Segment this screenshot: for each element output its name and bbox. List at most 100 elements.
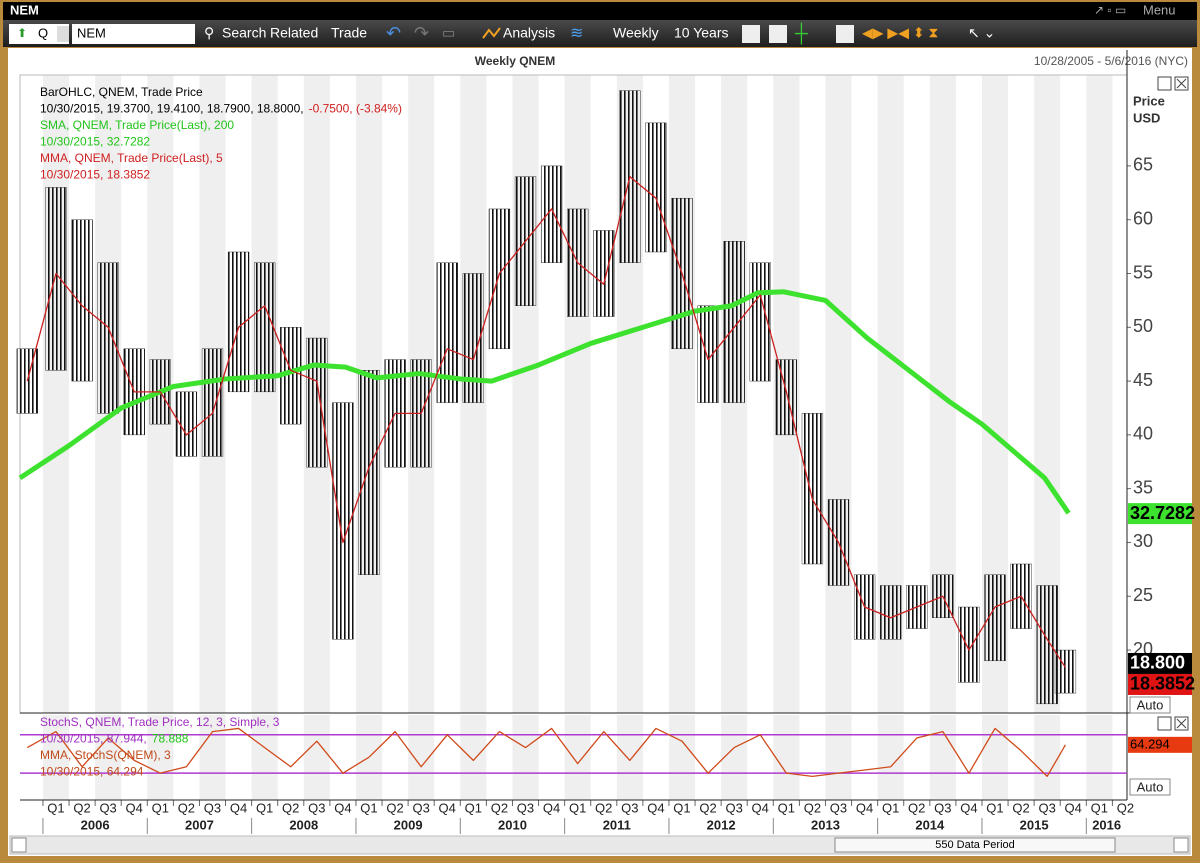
x-tick-label: Q2	[73, 800, 90, 815]
quarter-stripe	[825, 75, 852, 713]
x-tick-label: Q3	[725, 800, 742, 815]
scroll-thumb[interactable]	[834, 837, 1116, 853]
y-tick-label: 35	[1133, 477, 1153, 497]
search-button[interactable]: Search	[222, 25, 266, 41]
price-bar	[201, 348, 224, 457]
x-tick-label: Q1	[465, 800, 482, 815]
x-tick-label: Q3	[517, 800, 534, 815]
quarter-stripe	[721, 715, 748, 800]
x-tick-label: Q4	[752, 800, 769, 815]
title-bar	[3, 2, 1197, 20]
window-title: NEM	[10, 2, 39, 17]
quarter-stripe	[616, 715, 643, 800]
close-icon	[1176, 718, 1187, 729]
y-axis-label: USD	[1133, 110, 1160, 125]
security-type[interactable]: Q	[38, 25, 48, 40]
x-tick-label: Q3	[830, 800, 847, 815]
crosshair-icon[interactable]: ┼	[794, 22, 808, 45]
range-button[interactable]: 10 Years	[674, 25, 729, 41]
window-controls[interactable]: ↗ ▫ ▭	[1094, 3, 1126, 17]
price-tag	[1128, 673, 1192, 695]
stoch-tag	[1128, 736, 1192, 753]
quarter-stripe	[564, 715, 591, 800]
close-icon	[1176, 78, 1187, 89]
stoch-line	[26, 727, 1067, 778]
zoom-icon[interactable]	[836, 25, 854, 43]
price-bar	[697, 305, 719, 403]
y-tick-label: 25	[1133, 585, 1153, 605]
x-tick-label: Q2	[699, 800, 716, 815]
type-box[interactable]	[9, 24, 69, 44]
mma-line	[26, 176, 1066, 668]
x-tick-label: Q4	[543, 800, 560, 815]
y-tick-label: 65	[1133, 155, 1153, 175]
year-label: 2007	[185, 817, 214, 832]
auto-button[interactable]	[1129, 778, 1171, 796]
price-bar	[332, 402, 354, 640]
close-button[interactable]	[1174, 76, 1189, 91]
menu-button[interactable]: Menu	[1143, 2, 1176, 17]
redo-icon[interactable]: ↷	[414, 23, 429, 43]
panel-buttons[interactable]	[1157, 76, 1189, 731]
studies-icon[interactable]: ≋	[570, 25, 583, 42]
quarter-stripe	[1086, 75, 1113, 713]
year-label: 2013	[811, 817, 840, 832]
legend-text: StochS, QNEM, Trade Price, 12, 3, Simple…	[40, 715, 280, 729]
price-bar	[540, 165, 563, 263]
legend-text: 10/30/2015, 32.7282	[40, 135, 150, 149]
scroll-right[interactable]	[1173, 837, 1189, 853]
legend-line: SMA, QNEM, Trade Price(Last), 200	[40, 118, 234, 132]
x-tick-label: Q3	[934, 800, 951, 815]
quarter-stripe	[773, 715, 800, 800]
y-tick-label: 60	[1133, 208, 1153, 228]
price-bar	[801, 413, 824, 565]
related-button[interactable]: Related	[270, 25, 318, 41]
ticker[interactable]: NEM	[77, 25, 106, 40]
period-button[interactable]: Weekly	[613, 25, 659, 41]
maximize-button[interactable]	[1157, 76, 1172, 91]
x-tick-label: Q1	[882, 800, 899, 815]
price-bar	[254, 262, 276, 393]
price-bar	[227, 251, 250, 393]
quarter-stripe	[825, 715, 852, 800]
dropdown[interactable]	[57, 26, 69, 42]
cursor-icon[interactable]: ↖ ⌄	[968, 25, 995, 41]
quarter-stripe	[564, 75, 591, 713]
x-tick-label: Q4	[960, 800, 977, 815]
chart-icon[interactable]	[742, 25, 760, 43]
year-label: 2011	[603, 817, 631, 832]
year-label: 2009	[394, 817, 423, 832]
chart-icon[interactable]	[769, 25, 787, 43]
x-tick-label: Q3	[99, 800, 116, 815]
scroll-left[interactable]	[11, 837, 27, 853]
year-label: 2016	[1092, 817, 1121, 832]
folder-icon[interactable]: ▭	[442, 25, 455, 41]
legend-text: BarOHLC, QNEM, Trade Price	[40, 85, 203, 99]
close-button[interactable]	[1174, 716, 1189, 731]
x-tick-label: Q3	[308, 800, 325, 815]
price-bar	[880, 585, 902, 640]
maximize-button[interactable]	[1157, 716, 1172, 731]
x-tick-label: Q2	[282, 800, 299, 815]
x-tick-label: Q2	[595, 800, 612, 815]
x-tick-label: Q4	[230, 800, 247, 815]
auto-button[interactable]	[1129, 696, 1171, 714]
x-tick-label: Q1	[673, 800, 690, 815]
price-bar	[645, 122, 667, 253]
legend-text: 10/30/2015, 87.944,	[40, 732, 147, 746]
scroll-icons[interactable]: ◀▶ ▶◀ ⬍ ⧗	[862, 25, 938, 41]
price-bar	[97, 262, 119, 414]
x-tick-label: Q4	[126, 800, 143, 815]
toolbar	[3, 20, 1197, 47]
x-tick-label: Q4	[647, 800, 664, 815]
x-tick-label: Q1	[778, 800, 795, 815]
stoch-tag-label: 64.294	[1130, 736, 1170, 751]
ticker-input[interactable]	[72, 24, 195, 44]
legend-line: 10/30/2015, 87.944, 78.888	[40, 732, 189, 746]
trade-button[interactable]: Trade	[331, 25, 367, 41]
analysis-button[interactable]: Analysis	[503, 25, 555, 41]
undo-icon[interactable]: ↶	[386, 23, 401, 43]
x-tick-label: Q3	[621, 800, 638, 815]
y-tick-label: 50	[1133, 316, 1153, 336]
